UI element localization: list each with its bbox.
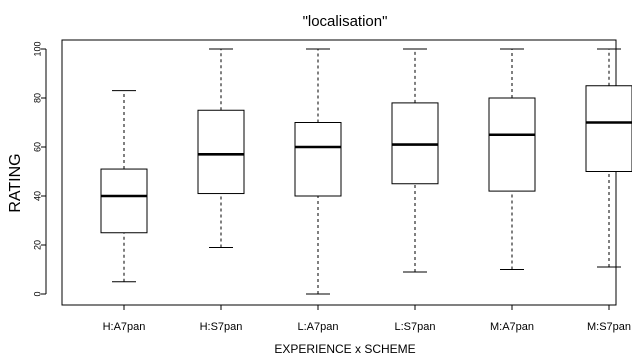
y-tick-label: 20 xyxy=(32,240,42,250)
y-axis-label: RATING xyxy=(7,153,24,212)
iqr-box xyxy=(100,168,148,234)
x-tick-label: M:S7pan xyxy=(587,321,631,333)
box-H:A7pan xyxy=(100,90,148,283)
x-tick-label: H:S7pan xyxy=(200,321,243,333)
y-tick-label: 60 xyxy=(32,142,42,152)
box-L:A7pan xyxy=(294,48,342,295)
x-tick-label: L:S7pan xyxy=(395,321,436,333)
iqr-box xyxy=(488,97,536,192)
x-tick-label: H:A7pan xyxy=(103,321,146,333)
chart-title: "localisation" xyxy=(303,13,388,30)
box-H:S7pan xyxy=(197,48,245,248)
y-axis: 0 20 40 60 80 100 xyxy=(32,41,47,297)
iqr-box xyxy=(197,109,245,195)
y-tick-label: 80 xyxy=(32,93,42,103)
x-tick-label: L:A7pan xyxy=(298,321,339,333)
y-tick-label: 0 xyxy=(32,291,42,296)
box-M:S7pan xyxy=(585,48,632,268)
boxes-group xyxy=(100,48,632,295)
iqr-box xyxy=(585,85,632,172)
x-axis: H:A7pan H:S7pan L:A7pan L:S7pan M:A7pan M:S7p… xyxy=(103,305,631,333)
x-tick-label: M:A7pan xyxy=(490,321,534,333)
box-M:A7pan xyxy=(488,48,536,270)
box-L:S7pan xyxy=(391,48,439,273)
y-tick-label: 40 xyxy=(32,191,42,201)
y-tick-label: 100 xyxy=(32,41,42,56)
iqr-box xyxy=(294,122,342,197)
x-axis-label: EXPERIENCE x SCHEME xyxy=(274,342,415,356)
plot-frame xyxy=(61,39,617,306)
